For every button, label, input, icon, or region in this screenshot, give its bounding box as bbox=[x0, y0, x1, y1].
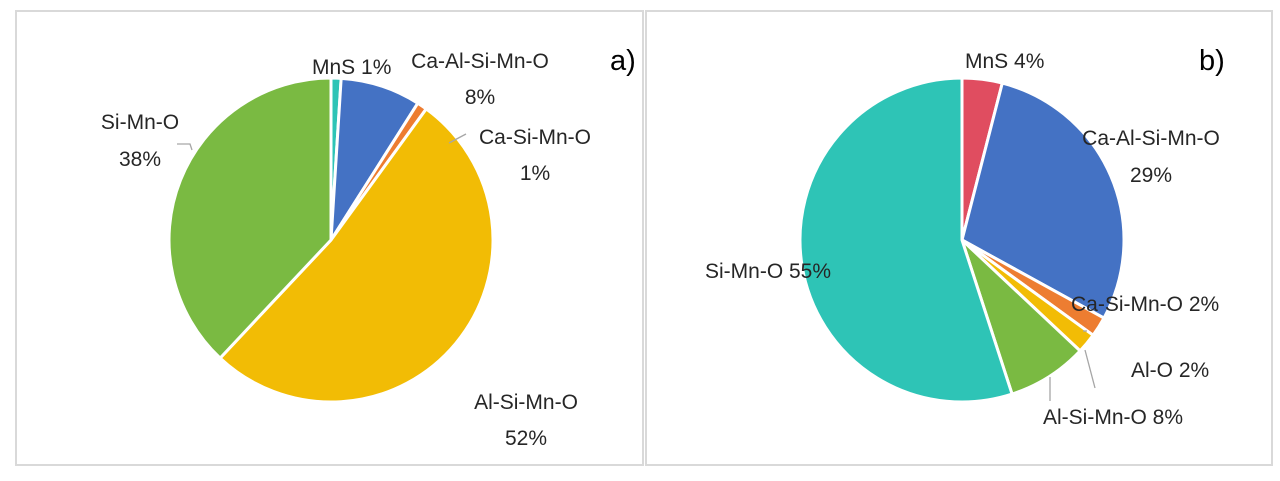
data-label-mns: MnS 4% bbox=[965, 50, 1044, 73]
data-label-ca-al-si-mn-o-value: 29% bbox=[1130, 164, 1172, 187]
panel-label: a) bbox=[610, 45, 636, 77]
data-label-si-mn-o-name: Si-Mn-O bbox=[101, 111, 179, 134]
data-label-si-mn-o-value: 38% bbox=[119, 148, 161, 171]
pie-slice-al-si-mn-o bbox=[218, 107, 495, 404]
pie-chart-b-svg: MnS 4% Ca-Al-Si-Mn-O 29% Ca-Si-Mn-O 2% Al-O … bbox=[705, 45, 1225, 429]
data-label-ca-si-mn-o: Ca-Si-Mn-O 2% bbox=[1071, 293, 1219, 316]
data-label-al-si-mn-o: Al-Si-Mn-O 8% bbox=[1043, 406, 1183, 429]
pie-chart-a: MnS 1% Ca-Al-Si-Mn-O 8% Ca-Si-Mn-O 1% Al-Si-M… bbox=[15, 10, 644, 466]
data-label-al-si-mn-o-value: 52% bbox=[505, 427, 547, 450]
leader-line-al-o bbox=[1084, 349, 1096, 389]
data-label-ca-al-si-mn-o-name: Ca-Al-Si-Mn-O bbox=[411, 50, 549, 73]
data-label-al-si-mn-o-name: Al-Si-Mn-O bbox=[474, 391, 578, 414]
data-label-mns: MnS 1% bbox=[312, 56, 391, 79]
leader-line-si-mn-o bbox=[177, 143, 193, 151]
pie-chart-a-svg: MnS 1% Ca-Al-Si-Mn-O 8% Ca-Si-Mn-O 1% Al-Si-M… bbox=[101, 45, 636, 450]
pie-slice-si-mn-o bbox=[167, 76, 333, 360]
data-label-al-o: Al-O 2% bbox=[1131, 359, 1209, 382]
pie-chart-b: MnS 4% Ca-Al-Si-Mn-O 29% Ca-Si-Mn-O 2% Al-O … bbox=[645, 10, 1273, 466]
leader-line-ca-si-mn-o bbox=[448, 133, 467, 144]
pie-slice-si-mn-o bbox=[798, 76, 1014, 404]
panel-label: b) bbox=[1199, 45, 1225, 77]
pie-slice-ca-al-si-mn-o bbox=[960, 81, 1126, 320]
data-label-ca-al-si-mn-o-value: 8% bbox=[465, 86, 495, 109]
data-label-si-mn-o: Si-Mn-O 55% bbox=[705, 260, 831, 283]
data-label-ca-si-mn-o-value: 1% bbox=[520, 162, 550, 185]
data-label-ca-si-mn-o-name: Ca-Si-Mn-O bbox=[479, 126, 591, 149]
data-label-ca-al-si-mn-o-name: Ca-Al-Si-Mn-O bbox=[1082, 127, 1220, 150]
